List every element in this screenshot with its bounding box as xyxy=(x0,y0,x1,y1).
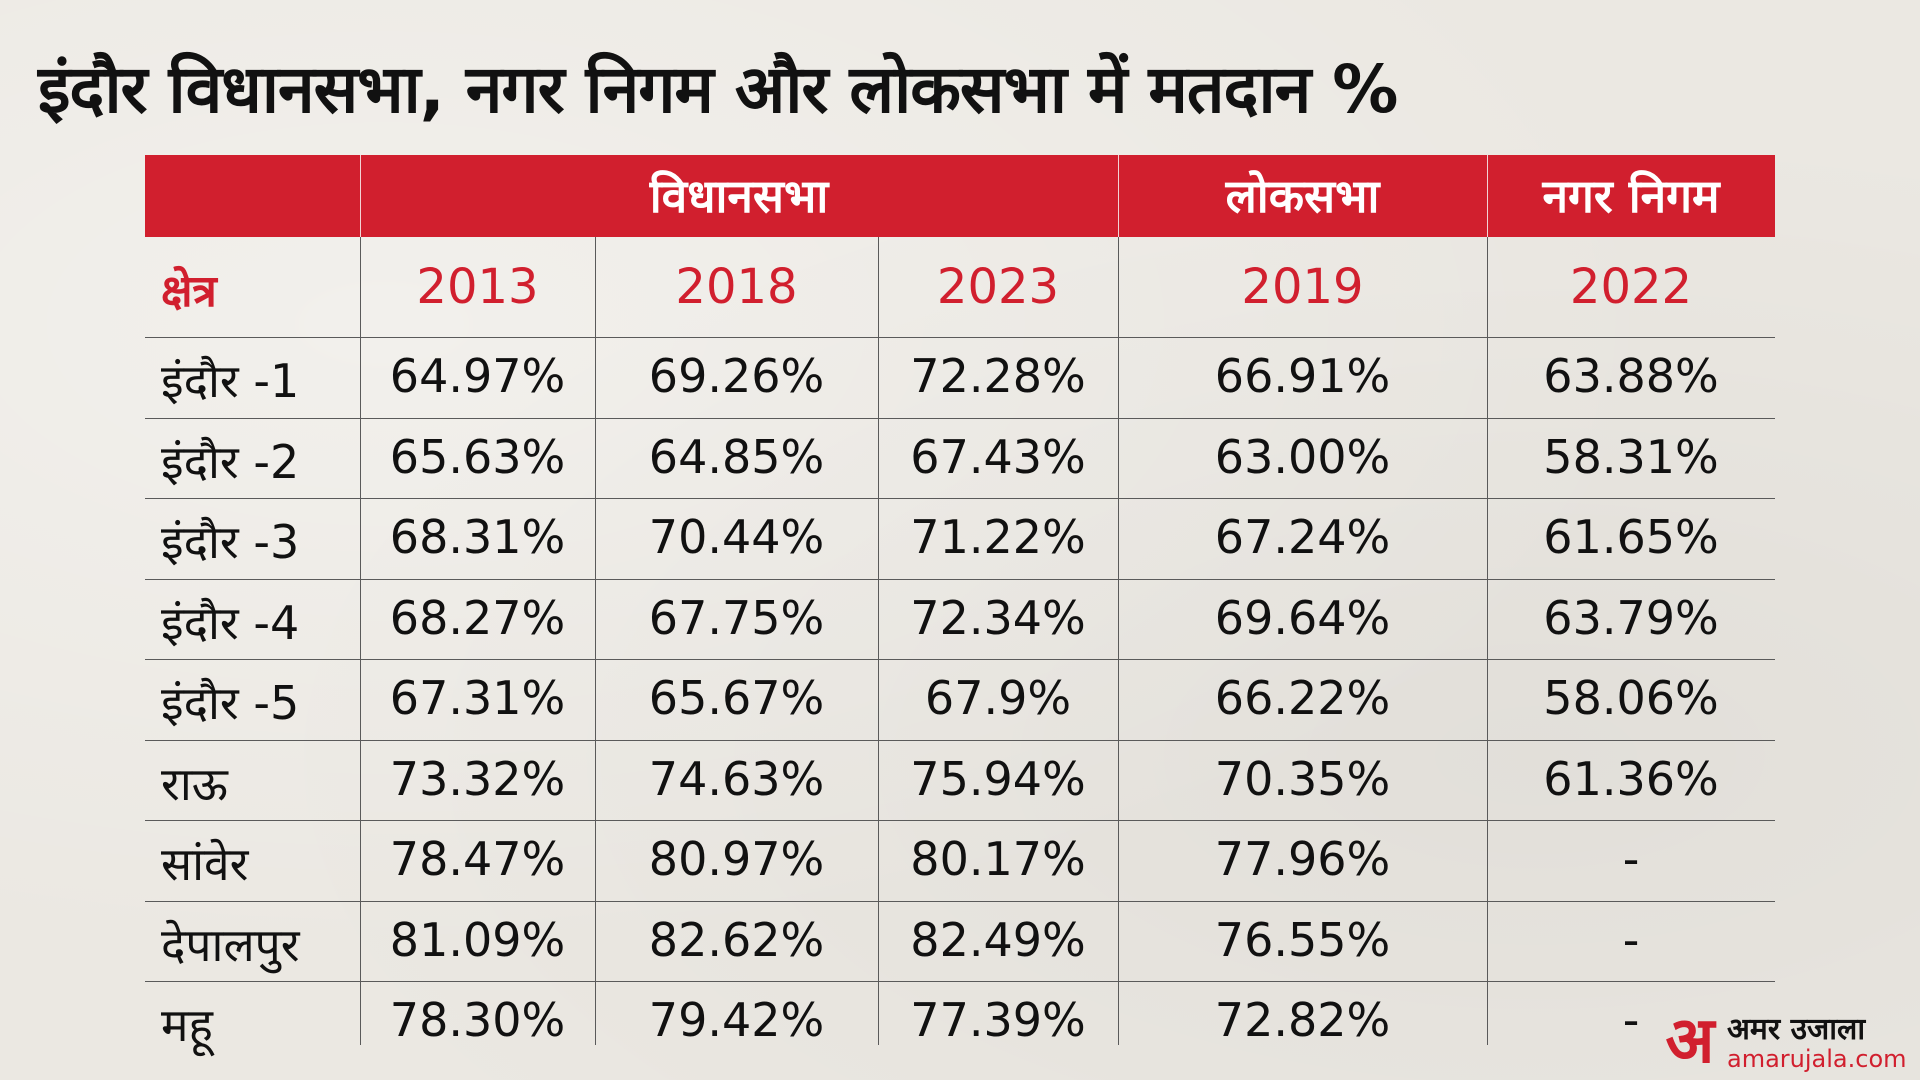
turnout-value: 76.55% xyxy=(1214,912,1391,967)
header-separator xyxy=(1118,155,1119,237)
turnout-value: 67.43% xyxy=(910,429,1086,484)
turnout-value: 72.28% xyxy=(910,349,1086,403)
turnout-value: 63.00% xyxy=(1214,429,1391,484)
turnout-value: 72.82% xyxy=(1214,993,1391,1047)
turnout-value: 58.06% xyxy=(1543,671,1719,725)
grid-horizontal-line xyxy=(145,981,1775,982)
turnout-value: 65.67% xyxy=(648,671,825,725)
turnout-value: 70.35% xyxy=(1214,751,1391,806)
turnout-value: 71.22% xyxy=(910,510,1086,564)
grid-horizontal-line xyxy=(145,820,1775,821)
turnout-value: 67.31% xyxy=(389,671,566,725)
turnout-value: 65.63% xyxy=(389,429,566,484)
logo-name: अमर उजाला xyxy=(1727,1012,1866,1047)
grid-vertical-line xyxy=(360,155,361,1045)
turnout-value: - xyxy=(1622,832,1640,886)
grid-vertical-line xyxy=(878,237,879,1045)
grid-vertical-line xyxy=(1487,155,1488,1045)
grid-horizontal-line xyxy=(145,498,1775,499)
turnout-value: 82.49% xyxy=(910,912,1086,967)
turnout-value: 68.31% xyxy=(389,510,566,564)
amar-ujala-logo: अ अमर उजाला amarujala.com xyxy=(1655,1005,1910,1077)
column-group-label: नगर निगम xyxy=(1542,169,1720,223)
grid-horizontal-line xyxy=(145,417,1775,419)
area-name: महू xyxy=(161,998,213,1052)
turnout-value: 64.85% xyxy=(648,429,825,484)
turnout-value: - xyxy=(1622,993,1640,1047)
turnout-table: विधानसभा लोकसभा नगर निगम क्षेत्र 2013 2018 202… xyxy=(145,155,1775,1052)
grid-horizontal-line xyxy=(145,578,1775,580)
turnout-value: 78.30% xyxy=(389,993,566,1047)
turnout-value: 69.64% xyxy=(1214,590,1391,645)
area-name: इंदौर -4 xyxy=(161,595,300,650)
area-name: इंदौर -3 xyxy=(161,515,300,569)
turnout-value: 70.44% xyxy=(648,510,825,564)
turnout-value: - xyxy=(1622,912,1640,967)
turnout-value: 63.79% xyxy=(1543,590,1719,645)
area-name: राऊ xyxy=(161,756,228,811)
area-name: सांवेर xyxy=(161,837,249,891)
turnout-value: 58.31% xyxy=(1543,429,1719,484)
grid-horizontal-line xyxy=(145,900,1775,902)
turnout-value: 69.26% xyxy=(648,349,825,403)
header-band xyxy=(1119,155,1487,237)
grid-horizontal-line xyxy=(145,659,1775,660)
turnout-value: 64.97% xyxy=(389,349,566,403)
turnout-value: 68.27% xyxy=(389,590,566,645)
chart-title: इंदौर विधानसभा, नगर निगम और लोकसभा में म… xyxy=(38,51,1398,128)
turnout-value: 79.42% xyxy=(648,993,825,1047)
area-name: इंदौर -1 xyxy=(161,354,300,408)
turnout-value: 75.94% xyxy=(910,751,1086,806)
header-band xyxy=(145,155,360,237)
year-header: 2013 xyxy=(416,259,539,315)
year-header: 2022 xyxy=(1569,259,1693,315)
header-separator xyxy=(360,155,361,237)
header-band xyxy=(361,155,1118,237)
year-header: 2018 xyxy=(675,259,798,315)
logo-mark-icon: अ xyxy=(1665,1004,1715,1078)
turnout-value: 72.34% xyxy=(910,590,1086,645)
header-separator xyxy=(1487,155,1488,237)
year-header: 2023 xyxy=(936,259,1060,315)
grid-vertical-line xyxy=(595,237,596,1045)
turnout-value: 66.22% xyxy=(1214,671,1391,725)
turnout-value: 82.62% xyxy=(648,912,825,967)
turnout-value: 81.09% xyxy=(389,912,566,967)
turnout-value: 67.24% xyxy=(1214,510,1391,564)
row-header-label: क्षेत्र xyxy=(161,266,217,317)
turnout-value: 77.96% xyxy=(1214,832,1391,886)
column-group-label: लोकसभा xyxy=(1225,169,1380,223)
turnout-value: 61.36% xyxy=(1543,751,1719,806)
area-name: इंदौर -5 xyxy=(161,676,300,730)
turnout-value: 77.39% xyxy=(910,993,1086,1047)
turnout-value: 67.75% xyxy=(648,590,825,645)
turnout-value: 66.91% xyxy=(1214,349,1391,403)
grid-horizontal-line xyxy=(145,739,1775,741)
column-group-label: विधानसभा xyxy=(649,169,829,223)
grid-horizontal-line xyxy=(145,337,1775,338)
logo-url: amarujala.com xyxy=(1727,1045,1907,1073)
turnout-value: 80.97% xyxy=(648,832,825,886)
header-band xyxy=(1488,155,1775,237)
turnout-value: 61.65% xyxy=(1543,510,1719,564)
turnout-value: 80.17% xyxy=(910,832,1086,886)
turnout-value: 73.32% xyxy=(389,751,566,806)
area-name: इंदौर -2 xyxy=(161,434,300,489)
turnout-value: 67.9% xyxy=(924,671,1072,725)
year-header: 2019 xyxy=(1241,259,1364,315)
turnout-value: 78.47% xyxy=(389,832,566,886)
turnout-value: 74.63% xyxy=(648,751,825,806)
area-name: देपालपुर xyxy=(161,917,300,972)
grid-vertical-line xyxy=(1118,155,1119,1045)
turnout-value: 63.88% xyxy=(1543,349,1719,403)
